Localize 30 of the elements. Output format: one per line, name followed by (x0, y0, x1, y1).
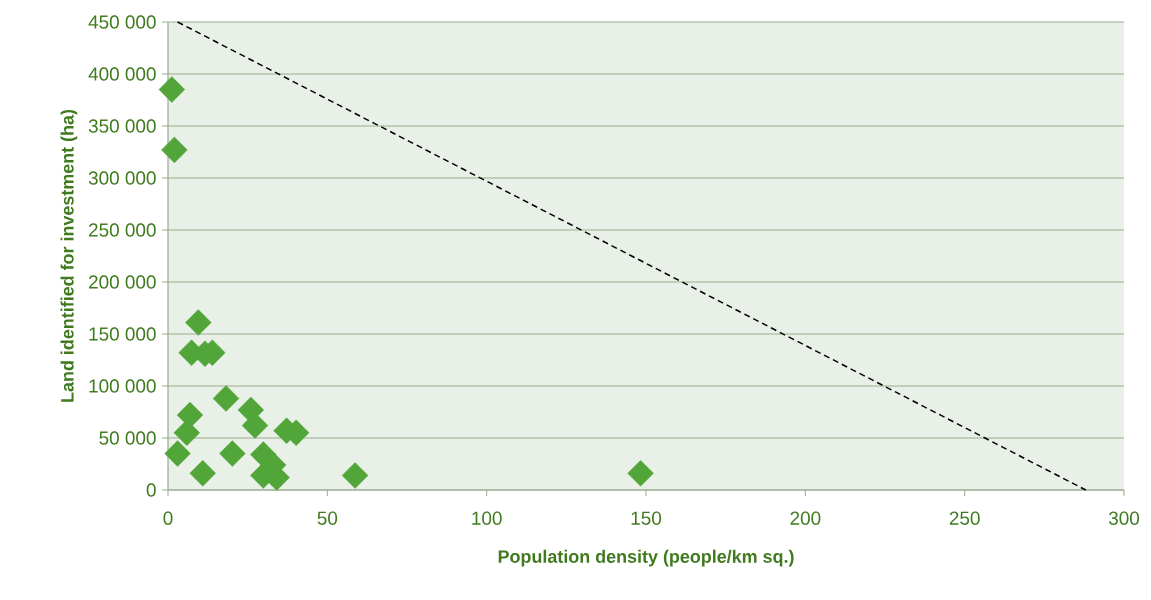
x-tick-label: 50 (317, 511, 338, 525)
point (158, 76, 185, 103)
point (627, 460, 654, 487)
y-tick-label: 50 000 (99, 431, 156, 445)
x-tick-label: 0 (163, 511, 173, 525)
point (219, 440, 246, 467)
point (185, 309, 212, 336)
y-tick-label: 0 (146, 483, 156, 497)
x-tick-label: 100 (472, 511, 502, 525)
x-tick-label: 150 (631, 511, 662, 525)
x-tick-label: 300 (1108, 511, 1140, 525)
point (164, 440, 191, 467)
y-tick-label: 300 000 (88, 171, 156, 185)
y-tick-label: 350 000 (88, 119, 156, 133)
point (241, 412, 269, 439)
y-tick-label: 450 000 (88, 15, 156, 29)
x-tick-label: 250 (949, 511, 980, 525)
y-tick-label: 100 000 (89, 379, 156, 393)
y-axis-title: Land identified for investment (ha) (60, 109, 78, 402)
point (173, 419, 200, 446)
y-tick-label: 250 000 (89, 223, 156, 237)
point (212, 385, 240, 412)
y-tick-label: 200 000 (89, 275, 156, 289)
x-axis-title: Population density (people/km sq.) (498, 549, 794, 567)
x-tick-label: 200 (790, 511, 821, 525)
point (161, 136, 188, 164)
point (189, 460, 216, 487)
y-tick-label: 150 000 (89, 327, 156, 341)
y-tick-label: 400 000 (88, 67, 156, 81)
point (341, 462, 369, 489)
